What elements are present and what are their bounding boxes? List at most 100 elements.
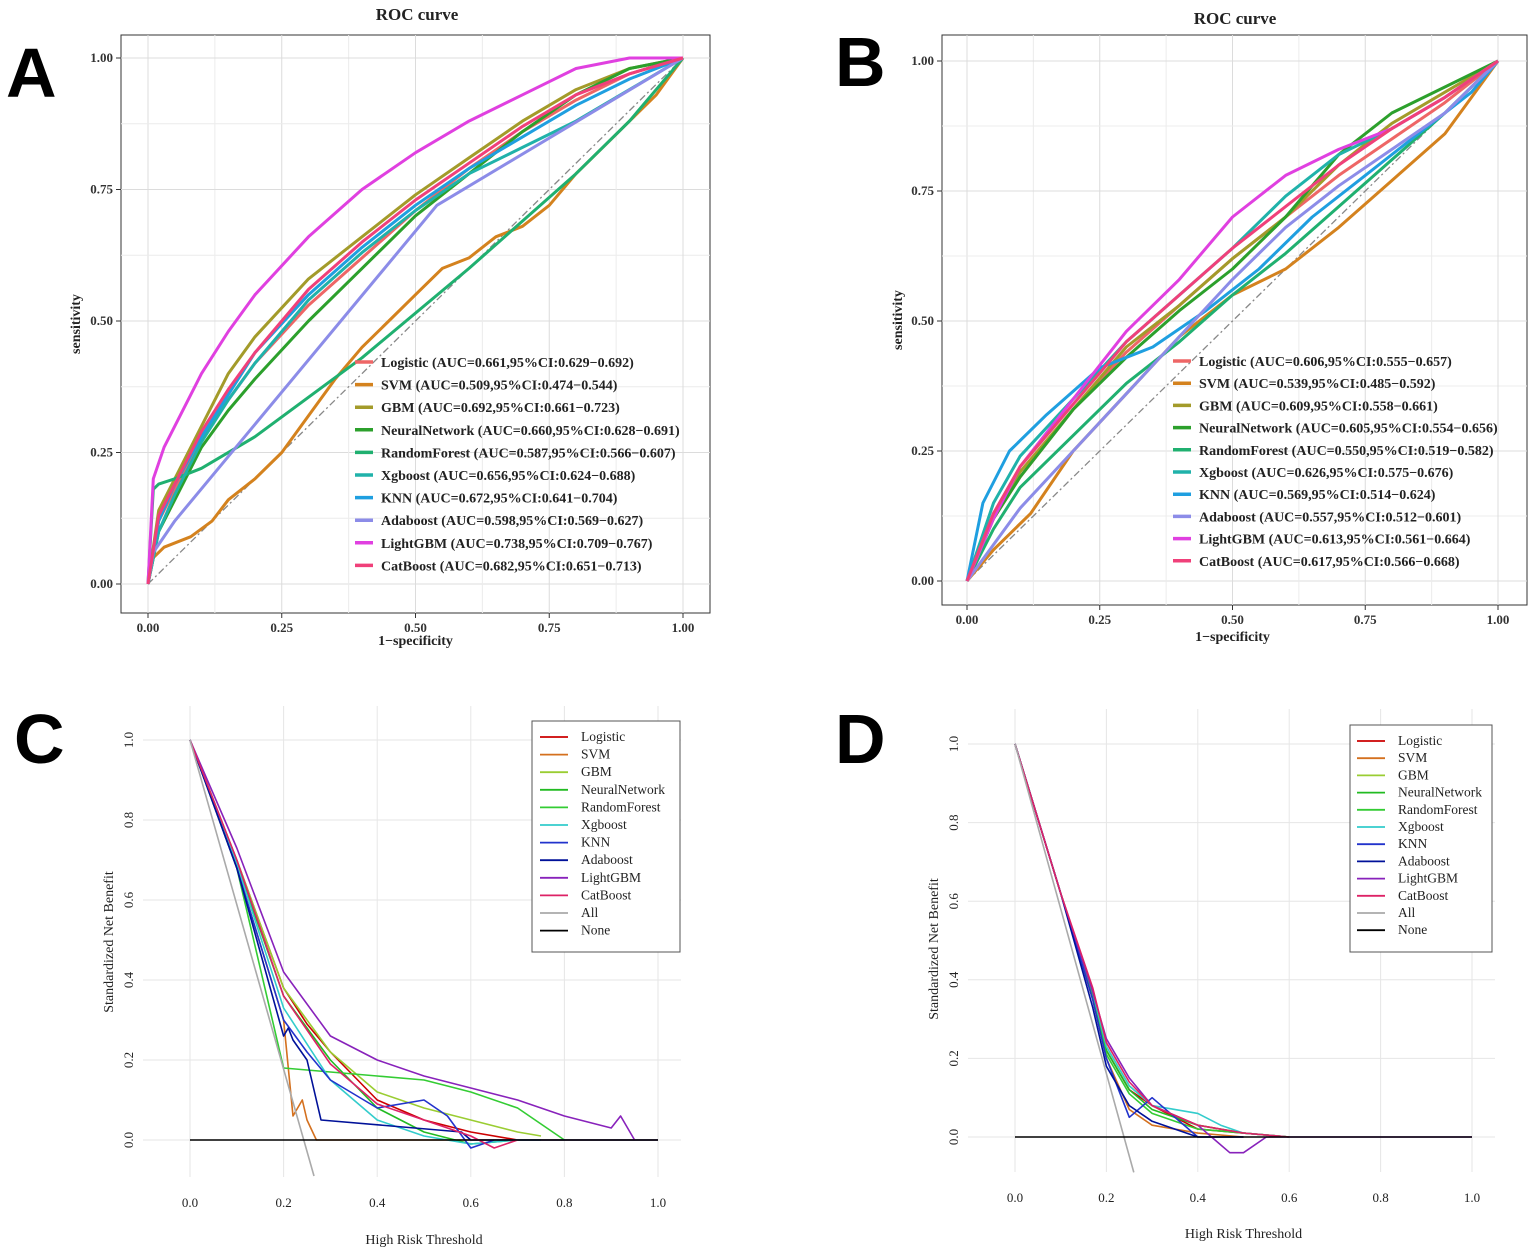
x-tick-label: 0.2 — [1098, 1190, 1114, 1205]
grid — [942, 35, 1527, 605]
x-axis-label: 1−specificity — [1195, 630, 1270, 645]
y-tick-label: 0.00 — [90, 576, 113, 591]
y-tick-label: 0.2 — [946, 1050, 961, 1066]
legend-entry: CatBoost — [1398, 888, 1449, 903]
series-line-knn — [965, 60, 1500, 582]
series-line-logistic — [146, 56, 684, 585]
chart-title: ROC curve — [376, 5, 459, 24]
legend-entry: SVM (AUC=0.509,95%CI:0.474−0.544) — [381, 379, 618, 394]
legend-entry: GBM (AUC=0.609,95%CI:0.558−0.661) — [1199, 399, 1438, 414]
legend-entry: Adaboost — [1398, 853, 1450, 868]
x-axis-label: High Risk Threshold — [1185, 1227, 1302, 1242]
panel-b: B 0.00 0.25 0.50 0.75 1.00 0.00 0.25 0.50 0.75 1.0… — [835, 9, 1528, 645]
legend-entry: Xgboost — [1398, 819, 1444, 834]
x-tick-label: 1.0 — [650, 1195, 666, 1210]
series-line-gbm — [965, 59, 1499, 582]
series-line-lightgbm — [146, 56, 683, 585]
x-tick-label: 0.8 — [556, 1195, 572, 1210]
series-line-all — [189, 739, 315, 1177]
x-tick-label: 0.25 — [1088, 612, 1111, 627]
series-line-xgboost — [189, 739, 541, 1145]
chart-title: ROC curve — [1194, 9, 1277, 28]
x-tick-label: 0.4 — [1190, 1190, 1207, 1205]
x-axis-label: 1−specificity — [378, 634, 453, 649]
series-line-adaboost — [1014, 743, 1244, 1138]
legend: Logistic SVM GBM NeuralNetwork RandomForest X… — [1349, 724, 1493, 953]
y-tick-label: 0.6 — [946, 893, 961, 910]
x-tick-label: 0.2 — [275, 1195, 291, 1210]
y-axis-label: Standardized Net Benefit — [927, 878, 942, 1020]
legend-entry: NeuralNetwork (AUC=0.660,95%CI:0.628−0.6… — [381, 424, 680, 439]
legend: Logistic SVM GBM NeuralNetwork RandomForest X… — [531, 720, 681, 953]
y-tick-label: 1.0 — [946, 736, 961, 752]
legend-entry: RandomForest (AUC=0.550,95%CI:0.519−0.58… — [1199, 444, 1494, 459]
x-tick-label: 0.0 — [182, 1195, 198, 1210]
y-axis-label: sensitivity — [891, 290, 906, 350]
reference-diagonal — [147, 57, 684, 585]
series-line-randomforest — [965, 59, 1500, 582]
y-axis-label: sensitivity — [69, 294, 84, 354]
legend-entry: NeuralNetwork — [1398, 785, 1482, 800]
series-line-xgboost — [146, 56, 684, 585]
series-line-gbm — [146, 56, 684, 585]
y-tick-label: 0.50 — [90, 313, 113, 328]
legend-entry: GBM (AUC=0.692,95%CI:0.661−0.723) — [381, 401, 620, 416]
legend-entry: None — [1398, 922, 1427, 937]
legend-entry: Xgboost — [581, 817, 627, 832]
legend-entry: SVM — [1398, 750, 1427, 765]
y-tick-label: 0.4 — [121, 971, 136, 988]
legend-entry: Logistic — [1398, 733, 1442, 748]
y-tick-label: 1.00 — [90, 50, 113, 65]
legend-entry: All — [581, 905, 599, 920]
y-tick-label: 0.6 — [121, 891, 136, 908]
legend-entry: GBM — [1398, 767, 1429, 782]
series-line-adaboost — [965, 59, 1500, 582]
y-tick-label: 0.0 — [946, 1129, 961, 1145]
legend-entry: RandomForest — [1398, 802, 1478, 817]
legend-entry: KNN — [581, 835, 610, 850]
y-tick-label: 1.00 — [911, 53, 934, 68]
series-group — [189, 739, 658, 1177]
x-tick-label: 0.4 — [369, 1195, 386, 1210]
y-tick-label: 0.25 — [911, 443, 934, 458]
panel-c: C 0.0 0.2 0.4 0.6 0.8 1.0 0.0 0.2 0.4 0.6 0.8 1.0 Hig… — [14, 700, 681, 1248]
legend-entry: KNN (AUC=0.672,95%CI:0.641−0.704) — [381, 492, 618, 507]
y-tick-label: 1.0 — [121, 732, 136, 748]
y-tick-label: 0.50 — [911, 313, 934, 328]
legend-entry: SVM — [581, 747, 610, 762]
x-tick-label: 1.00 — [1487, 612, 1510, 627]
series-group — [965, 59, 1500, 582]
panel-letter: D — [835, 700, 886, 778]
legend-entry: LightGBM — [581, 870, 641, 885]
series-line-randomforest — [146, 57, 685, 585]
y-tick-label: 0.75 — [90, 182, 113, 197]
series-line-catboost — [1014, 743, 1290, 1138]
series-line-catboost — [965, 59, 1499, 582]
legend-entry: NeuralNetwork — [581, 782, 665, 797]
x-tick-label: 0.00 — [137, 620, 160, 635]
panel-letter: A — [6, 34, 57, 112]
x-tick-label: 0.75 — [1354, 612, 1377, 627]
panel-letter: B — [835, 23, 886, 101]
legend-entry: SVM (AUC=0.539,95%CI:0.485−0.592) — [1199, 377, 1436, 392]
panel-d: D 0.0 0.2 0.4 0.6 0.8 1.0 0.0 0.2 0.4 0.6 0.8 1.0 Hig… — [835, 700, 1495, 1242]
legend-entry: RandomForest (AUC=0.587,95%CI:0.566−0.60… — [381, 446, 676, 461]
legend-box — [1349, 724, 1493, 953]
legend-entry: RandomForest — [581, 799, 661, 814]
legend-entry: Logistic (AUC=0.606,95%CI:0.555−0.657) — [1199, 355, 1452, 370]
x-tick-label: 1.00 — [672, 620, 695, 635]
y-tick-label: 0.4 — [946, 971, 961, 988]
y-tick-label: 0.2 — [121, 1052, 136, 1068]
x-tick-label: 0.6 — [1281, 1190, 1298, 1205]
series-line-randomforest — [189, 739, 565, 1141]
y-tick-label: 0.8 — [946, 814, 961, 830]
series-line-catboost — [146, 56, 684, 585]
legend-entry: Adaboost (AUC=0.557,95%CI:0.512−0.601) — [1199, 510, 1461, 525]
y-tick-label: 0.75 — [911, 183, 934, 198]
series-line-catboost — [189, 739, 518, 1149]
panel-a: A 0.00 0.25 0.50 0.75 1.00 0.00 0.25 0.50 0.75 1.0… — [6, 5, 711, 649]
reference-diagonal — [966, 60, 1499, 582]
series-group — [146, 56, 685, 585]
legend-entry: None — [581, 923, 610, 938]
